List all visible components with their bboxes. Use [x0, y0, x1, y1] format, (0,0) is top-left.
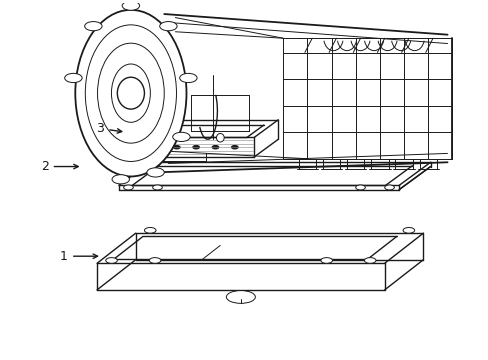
- Ellipse shape: [75, 10, 186, 176]
- Text: 1: 1: [60, 250, 97, 263]
- Ellipse shape: [144, 228, 156, 233]
- Ellipse shape: [384, 185, 393, 190]
- Ellipse shape: [179, 73, 197, 82]
- Text: 3: 3: [96, 122, 122, 135]
- Ellipse shape: [117, 77, 144, 109]
- Ellipse shape: [84, 22, 102, 31]
- Ellipse shape: [320, 258, 332, 263]
- Ellipse shape: [156, 145, 163, 149]
- Ellipse shape: [402, 228, 414, 233]
- Ellipse shape: [152, 185, 162, 190]
- Ellipse shape: [216, 134, 224, 142]
- Ellipse shape: [172, 132, 190, 141]
- Ellipse shape: [173, 145, 180, 149]
- Ellipse shape: [226, 291, 255, 303]
- Ellipse shape: [231, 145, 238, 149]
- Ellipse shape: [105, 258, 117, 263]
- Ellipse shape: [355, 185, 365, 190]
- Ellipse shape: [364, 258, 375, 263]
- Ellipse shape: [64, 73, 82, 82]
- Text: 2: 2: [41, 160, 78, 173]
- Ellipse shape: [146, 168, 164, 177]
- Ellipse shape: [154, 92, 165, 95]
- Ellipse shape: [122, 1, 139, 10]
- Ellipse shape: [123, 185, 133, 190]
- Ellipse shape: [149, 258, 161, 263]
- Ellipse shape: [112, 175, 129, 184]
- Ellipse shape: [212, 145, 219, 149]
- Ellipse shape: [192, 145, 199, 149]
- Ellipse shape: [160, 22, 177, 31]
